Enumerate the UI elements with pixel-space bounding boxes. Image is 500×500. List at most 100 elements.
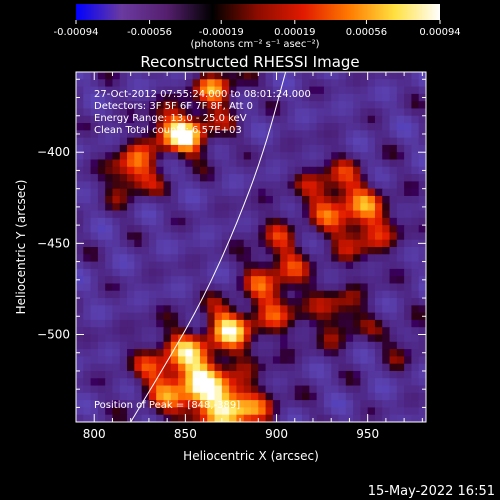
heatmap-cell [258,144,267,153]
heatmap-cell [338,414,347,422]
heatmap-cell [112,203,121,212]
heatmap-cell [280,195,289,204]
heatmap-cell [353,349,361,357]
heatmap-cell [265,341,274,350]
heatmap-cell [178,72,186,80]
heatmap-cell [353,174,361,182]
heatmap-cell [345,174,354,182]
heatmap-cell [83,239,92,248]
heatmap-cell [345,123,354,131]
heatmap-cell [309,268,318,277]
heatmap-cell [214,239,223,248]
heatmap-cell [360,378,369,387]
heatmap-cell [389,341,398,350]
heatmap-cell [367,327,376,336]
heatmap-cell [185,115,194,124]
heatmap-cell [382,254,391,263]
heatmap-cell [192,174,201,182]
heatmap-cell [396,276,405,285]
heatmap-cell [127,370,135,379]
heatmap-cell [287,247,296,255]
heatmap-cell [134,392,143,401]
heatmap-cell [97,268,106,277]
heatmap-cell [360,254,369,263]
heatmap-cell [192,341,201,350]
heatmap-cell [170,137,179,146]
heatmap-cell [90,144,99,153]
heatmap-cell [389,414,398,422]
heatmap-cell [316,232,325,241]
heatmap-cell [141,268,150,277]
heatmap-cell [192,101,201,110]
heatmap-cell [338,305,347,314]
heatmap-cell [221,152,230,161]
heatmap-cell [148,378,157,387]
heatmap-cell [163,144,172,153]
heatmap-cell [156,225,165,234]
heatmap-cell [338,283,347,292]
heatmap-cell [411,79,420,88]
heatmap-cell [178,232,186,241]
heatmap-cell [316,385,325,394]
heatmap-cell [207,174,216,182]
heatmap-cell [119,144,128,153]
heatmap-cell [367,407,376,416]
heatmap-cell [134,349,143,357]
heatmap-cell [258,363,267,372]
heatmap-cell [338,115,347,124]
heatmap-cell [112,123,121,131]
heatmap-cell [119,392,128,401]
heatmap-cell [185,356,194,365]
heatmap-cell [119,305,128,314]
heatmap-cell [83,174,92,182]
heatmap-cell [192,298,201,306]
heatmap-cell [185,290,194,299]
heatmap-cell [389,159,398,168]
heatmap-cell [404,298,413,306]
heatmap-cell [272,319,281,328]
heatmap-cell [207,349,216,357]
heatmap-cell [163,166,172,175]
heatmap-cell [83,356,92,365]
heatmap-cell [214,86,223,95]
heatmap-cell [396,217,405,226]
heatmap-cell [97,115,106,124]
heatmap-cell [76,327,84,336]
heatmap-cell [345,261,354,270]
heatmap-cell [141,400,150,409]
heatmap-cell [192,188,201,197]
heatmap-cell [272,254,281,263]
heatmap-cell [90,298,99,306]
heatmap-cell [265,305,274,314]
heatmap-cell [302,305,310,314]
heatmap-cell [294,341,303,350]
heatmap-cell [134,239,143,248]
heatmap-cell [90,312,99,321]
heatmap-cell [345,115,354,124]
heatmap-cell [156,283,165,292]
heatmap-cell [178,268,186,277]
heatmap-cell [141,181,150,190]
heatmap-cell [251,290,259,299]
heatmap-cell [163,261,172,270]
heatmap-cell [112,312,121,321]
heatmap-cell [192,392,201,401]
heatmap-cell [221,327,230,336]
heatmap-cell [353,268,361,277]
heatmap-cell [83,341,92,350]
heatmap-cell [199,225,208,234]
heatmap-cell [294,392,303,401]
heatmap-cell [251,327,259,336]
heatmap-cell [353,407,361,416]
heatmap-cell [404,217,413,226]
heatmap-cell [265,225,274,234]
heatmap-cell [105,217,114,226]
heatmap-cell [83,334,92,343]
heatmap-cell [345,130,354,139]
heatmap-cell [178,334,186,343]
heatmap-cell [338,298,347,306]
heatmap-cell [207,181,216,190]
heatmap-cell [148,268,157,277]
heatmap-cell [316,152,325,161]
heatmap-cell [141,370,150,379]
